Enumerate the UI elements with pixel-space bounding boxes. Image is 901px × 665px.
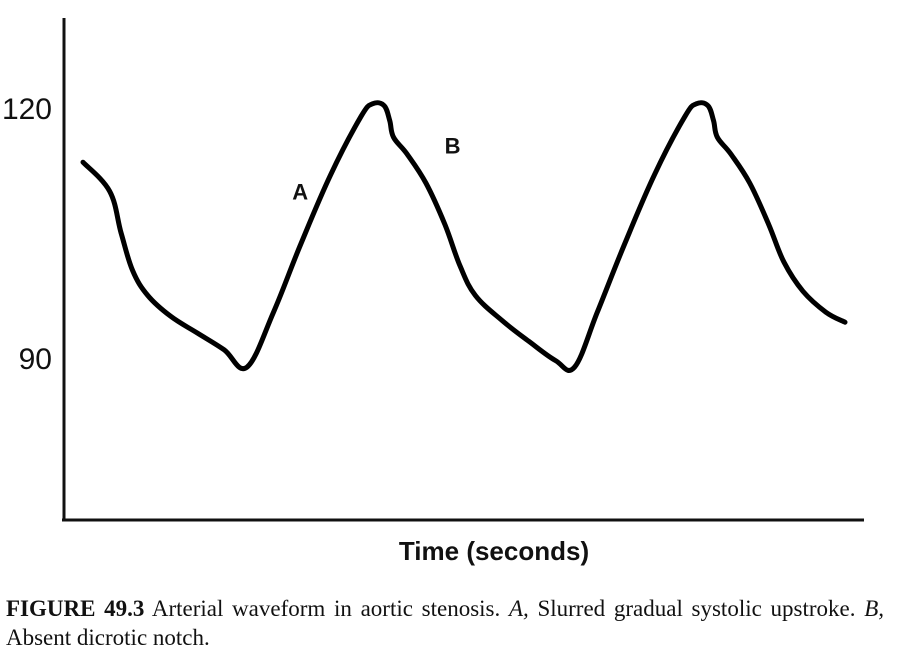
caption-text-1: Arterial waveform in aortic stenosis.	[144, 596, 509, 621]
waveform-annotations: AB	[292, 134, 460, 205]
caption-text-3: Absent dicrotic notch.	[6, 625, 210, 650]
caption-b-letter: B,	[864, 596, 884, 621]
y-tick-label-90: 90	[19, 343, 52, 376]
figure-caption: FIGURE 49.3 Arterial waveform in aortic …	[6, 594, 884, 652]
caption-text-2: Slurred gradual systolic upstroke.	[528, 596, 865, 621]
annotation-a: A	[292, 179, 308, 204]
caption-a-letter: A,	[508, 596, 529, 621]
y-tick-labels: 120 90	[2, 93, 52, 376]
caption-label: FIGURE 49.3	[6, 596, 145, 621]
annotation-b: B	[445, 134, 461, 159]
x-axis-label: Time (seconds)	[399, 536, 589, 566]
y-tick-label-120: 120	[2, 93, 52, 126]
arterial-waveform-line	[80, 100, 848, 373]
